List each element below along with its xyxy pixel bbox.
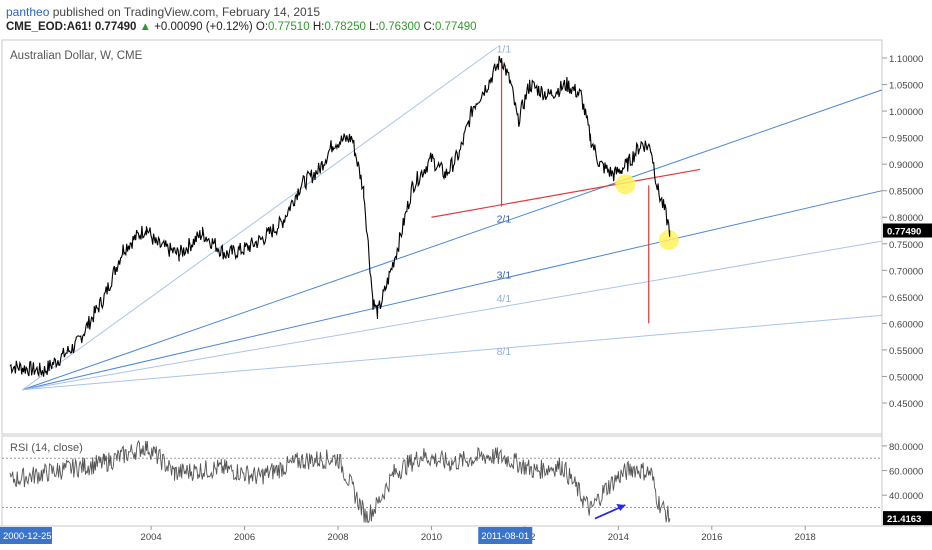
price-tick-label: 1.05000 [889,81,923,92]
open-label: O: [255,21,269,33]
low-value: 0.76300 [378,21,421,33]
rsi-tick-label: 60.0000 [889,467,923,478]
published-text: published on TradingView.com, February 1… [52,5,321,19]
rsi-last-badge-label: 21.4163 [887,514,921,525]
price-tick-label: 0.90000 [889,160,923,171]
highlight-marker [658,230,679,251]
price-tick-label: 1.10000 [889,54,923,65]
open-value: 0.77510 [268,21,310,33]
close-label: C: [423,21,435,33]
price-tick-label: 0.55000 [889,346,923,357]
high-value: 0.78250 [324,21,366,33]
price-tick-label: 1.00000 [889,107,923,118]
time-tick-label: 2014 [608,532,629,543]
price-tick-label: 0.45000 [889,399,923,410]
price-tick-label: 0.50000 [889,372,923,383]
time-tick-label: 2010 [421,532,442,543]
time-tick-label: 2016 [701,532,722,543]
cursor-date-badge [478,527,533,544]
author-link[interactable]: pantheo [6,5,50,19]
high-label: H: [312,21,325,33]
price-tick-label: 0.60000 [889,319,923,330]
fan-label: 3/1 [497,269,512,281]
publish-info: pantheo published on TradingView.com, Fe… [6,5,320,19]
price-pane-title: Australian Dollar, W, CME [10,50,143,62]
start-date-badge [0,527,52,544]
price-tick-label: 0.95000 [889,134,923,145]
price-series-line [9,55,671,378]
rsi-pane-title: RSI (14, close) [10,442,83,454]
time-tick-label: 2018 [795,532,816,543]
price-axis[interactable] [882,40,932,526]
fan-line [22,240,883,391]
rsi-pane[interactable] [1,435,883,527]
fan-line [22,46,498,391]
symbol-label[interactable]: CME_EOD:A61! [6,21,92,33]
last-price: 0.77490 [94,21,137,33]
rsi-tick-label: 40.0000 [889,491,923,502]
time-tick-label: 2008 [327,532,348,543]
time-tick-label: 2004 [141,532,162,543]
last-price-badge-label: 0.77490 [887,227,921,238]
low-label: L: [369,21,379,33]
rsi-last-badge [883,511,932,526]
last-price-badge [883,223,932,238]
fan-label: 1/1 [497,44,512,56]
cursor-date-label: 2011-08-01 [481,531,529,542]
fan-line [22,190,883,391]
chart-header: pantheo published on TradingView.com, Fe… [0,0,932,38]
rsi-tick-label: 80.0000 [889,442,923,453]
price-change: +0.00090 (+0.12%) [154,21,253,33]
time-axis[interactable] [0,526,932,550]
price-tick-label: 0.85000 [889,187,923,198]
close-value: 0.77490 [434,21,477,33]
price-tick-label: 0.70000 [889,266,923,277]
highlight-marker [615,174,636,195]
fan-line [22,89,883,391]
price-tick-label: 0.75000 [889,240,923,251]
fan-label: 4/1 [497,293,512,305]
fan-label: 8/1 [497,346,512,358]
rsi-series-line [9,440,671,523]
change-arrow-icon: ▲ [139,21,152,33]
chart-canvas[interactable]: 1/1 2/1 3/1 4/1 8/1 1.10000 1.05000 1.00000 0.9… [0,38,932,550]
price-tick-label: 0.65000 [889,293,923,304]
time-tick-label: 2006 [234,532,255,543]
fan-label: 2/1 [497,214,512,226]
start-date-label: 2000-12-25 [3,531,52,542]
divergence-arrow-head [616,504,626,512]
price-tick-label: 0.80000 [889,213,923,224]
fan-line [22,314,883,391]
symbol-info: CME_EOD:A61! 0.77490 ▲ +0.00090 (+0.12%)… [6,21,477,33]
